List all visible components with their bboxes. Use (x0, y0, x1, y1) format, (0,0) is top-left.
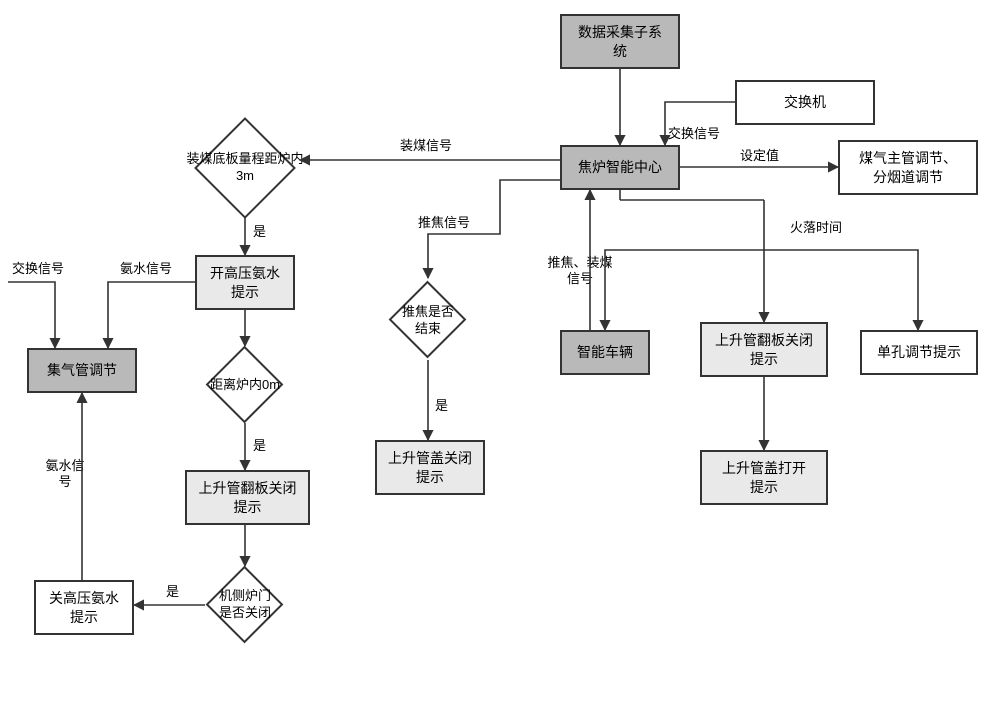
node-coke-oven-center: 焦炉智能中心 (560, 145, 680, 190)
label: 上升管翻板关闭提示 (199, 479, 297, 515)
node-riser-cover-open: 上升管盖打开提示 (700, 450, 828, 505)
edge-label-ext-switch: 交换信号 (12, 261, 64, 277)
edge-label-ammonia-h: 氨水信号 (120, 261, 172, 277)
node-riser-cover-close: 上升管盖关闭提示 (375, 440, 485, 495)
label: 开高压氨水提示 (210, 264, 280, 300)
label: 集气管调节 (47, 361, 117, 379)
label: 关高压氨水提示 (49, 589, 119, 625)
edge-label-ammonia-v: 氨水信号 (44, 458, 86, 489)
edge-label-switch-signal: 交换信号 (668, 126, 720, 142)
label: 单孔调节提示 (877, 343, 961, 361)
edge-label-yes-d4: 是 (435, 398, 448, 414)
label: 上升管盖关闭提示 (388, 449, 472, 485)
label: 煤气主管调节、分烟道调节 (859, 149, 957, 185)
label: 数据采集子系统 (578, 23, 662, 59)
label: 上升管盖打开提示 (722, 459, 806, 495)
node-open-ammonia: 开高压氨水提示 (195, 255, 295, 310)
label: 智能车辆 (577, 343, 633, 361)
label: 上升管翻板关闭提示 (715, 331, 813, 367)
edge-label-yes-d3: 是 (166, 584, 179, 600)
node-switch: 交换机 (735, 80, 875, 125)
node-data-acquisition: 数据采集子系统 (560, 14, 680, 69)
diamond-door-closed-label: 机侧炉门是否关闭 (195, 588, 295, 622)
diamond-coal-3m-label: 装煤底板量程距炉内3m (165, 150, 325, 186)
node-close-ammonia: 关高压氨水提示 (34, 580, 134, 635)
node-riser-flap-close-l: 上升管翻板关闭提示 (185, 470, 310, 525)
edge-label-push-signal: 推焦信号 (418, 215, 470, 231)
edge-label-fire-time: 火落时间 (790, 220, 842, 236)
label: 交换机 (784, 93, 826, 111)
edge-label-push-coal: 推焦、装煤信号 (540, 255, 620, 286)
diamond-push-end-label: 推焦是否结束 (383, 304, 473, 338)
edge-label-coal-signal: 装煤信号 (400, 138, 452, 154)
node-gas-main-regulate: 煤气主管调节、分烟道调节 (838, 140, 978, 195)
edge-label-yes-d2: 是 (253, 438, 266, 454)
diamond-0m-label: 距离炉内0m (195, 376, 295, 394)
edge-label-setpoint: 设定值 (740, 148, 779, 164)
node-single-hole: 单孔调节提示 (860, 330, 978, 375)
node-gas-collector: 集气管调节 (27, 348, 137, 393)
node-smart-vehicle: 智能车辆 (560, 330, 650, 375)
node-riser-flap-close-r: 上升管翻板关闭提示 (700, 322, 828, 377)
edge-label-yes-d1: 是 (253, 224, 266, 240)
label: 焦炉智能中心 (578, 158, 662, 176)
